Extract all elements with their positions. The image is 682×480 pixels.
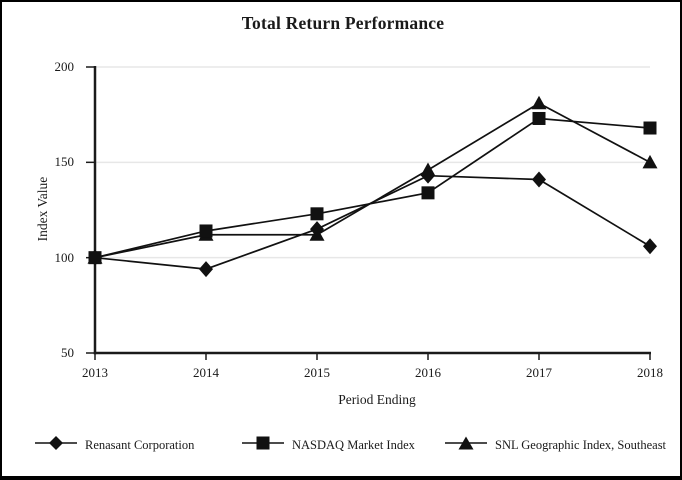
diamond-marker-icon: [35, 435, 77, 455]
legend-item-renasant: Renasant Corporation: [35, 435, 195, 455]
x-tick-label: 2017: [526, 365, 552, 380]
x-tick-label: 2013: [82, 365, 108, 380]
y-tick-label: 100: [54, 250, 75, 265]
legend-item-snl: SNL Geographic Index, Southeast: [445, 435, 667, 455]
chart-title: Total Return Performance: [241, 13, 445, 33]
x-tick-label: 2014: [193, 365, 219, 380]
triangle-marker-icon: [445, 435, 487, 455]
y-tick-label: 150: [54, 154, 75, 169]
x-tick-label: 2016: [415, 365, 441, 380]
x-tick-label: 2015: [304, 365, 330, 380]
legend-item-nasdaq: NASDAQ Market Index: [242, 435, 415, 455]
y-axis-title: Index Value: [35, 176, 50, 242]
legend-label: Renasant Corporation: [85, 437, 195, 452]
legend-label: NASDAQ Market Index: [292, 437, 415, 452]
square-marker-icon: [242, 435, 284, 455]
x-tick-label: 2018: [637, 365, 663, 380]
x-axis-title: Period Ending: [338, 392, 416, 407]
y-tick-label: 200: [54, 59, 75, 74]
y-tick-label: 50: [61, 345, 74, 360]
legend-label: SNL Geographic Index, Southeast: [495, 437, 667, 452]
